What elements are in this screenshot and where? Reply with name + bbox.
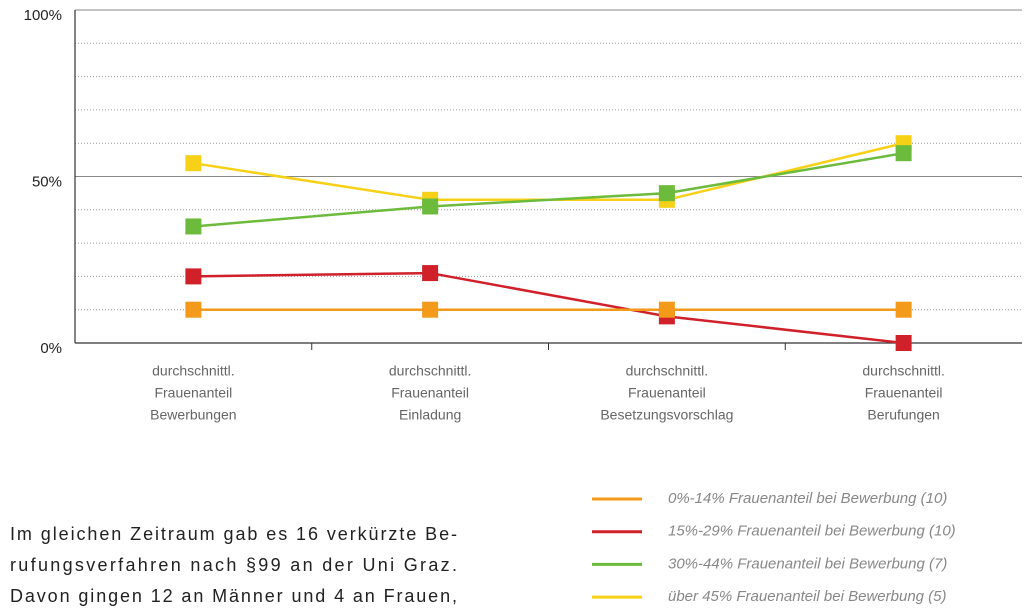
- marker: [895, 301, 912, 318]
- x-tick-label: Frauenanteil: [154, 385, 232, 401]
- x-tick-label: durchschnittl.: [152, 363, 234, 379]
- marker: [895, 145, 912, 162]
- x-tick-label: Einladung: [399, 407, 461, 423]
- y-tick-label: 100%: [24, 7, 62, 24]
- marker: [895, 335, 912, 351]
- paragraph-line: rufungsverfahren nach §99 an der Uni Gra…: [10, 555, 457, 575]
- x-tick-label: Frauenanteil: [391, 385, 469, 401]
- marker: [422, 198, 439, 215]
- x-tick-label: Frauenanteil: [628, 385, 706, 401]
- marker: [422, 301, 439, 318]
- series-line: [193, 271, 904, 345]
- paragraph-line: Im gleichen Zeitraum gab es 16 verkürzte…: [10, 524, 457, 544]
- x-tick-label: Bewerbungen: [150, 407, 236, 423]
- x-tick-label: Berufungen: [867, 407, 939, 423]
- legend-label: 0%-14% Frauenanteil bei Bewerbung (10): [668, 490, 947, 507]
- x-tick-label: durchschnittl.: [626, 363, 708, 379]
- legend-label: 30%-44% Frauenanteil bei Bewerbung (7): [668, 555, 947, 572]
- marker: [185, 155, 202, 172]
- marker: [422, 265, 439, 282]
- marker: [658, 185, 675, 202]
- marker: [658, 301, 675, 318]
- marker: [185, 268, 202, 285]
- marker: [185, 301, 202, 318]
- y-tick-label: 50%: [32, 173, 62, 190]
- legend-label: 15%-29% Frauenanteil bei Bewerbung (10): [668, 523, 956, 540]
- marker: [185, 218, 202, 235]
- y-tick-label: 0%: [40, 340, 62, 357]
- series-line: [193, 151, 904, 228]
- x-tick-label: Besetzungsvorschlag: [600, 407, 733, 423]
- paragraph-line: Davon gingen 12 an Männer und 4 an Fraue…: [10, 586, 457, 606]
- x-tick-label: durchschnittl.: [862, 363, 944, 379]
- legend-label: über 45% Frauenanteil bei Bewerbung (5): [668, 588, 947, 605]
- x-tick-label: Frauenanteil: [865, 385, 943, 401]
- x-tick-label: durchschnittl.: [389, 363, 471, 379]
